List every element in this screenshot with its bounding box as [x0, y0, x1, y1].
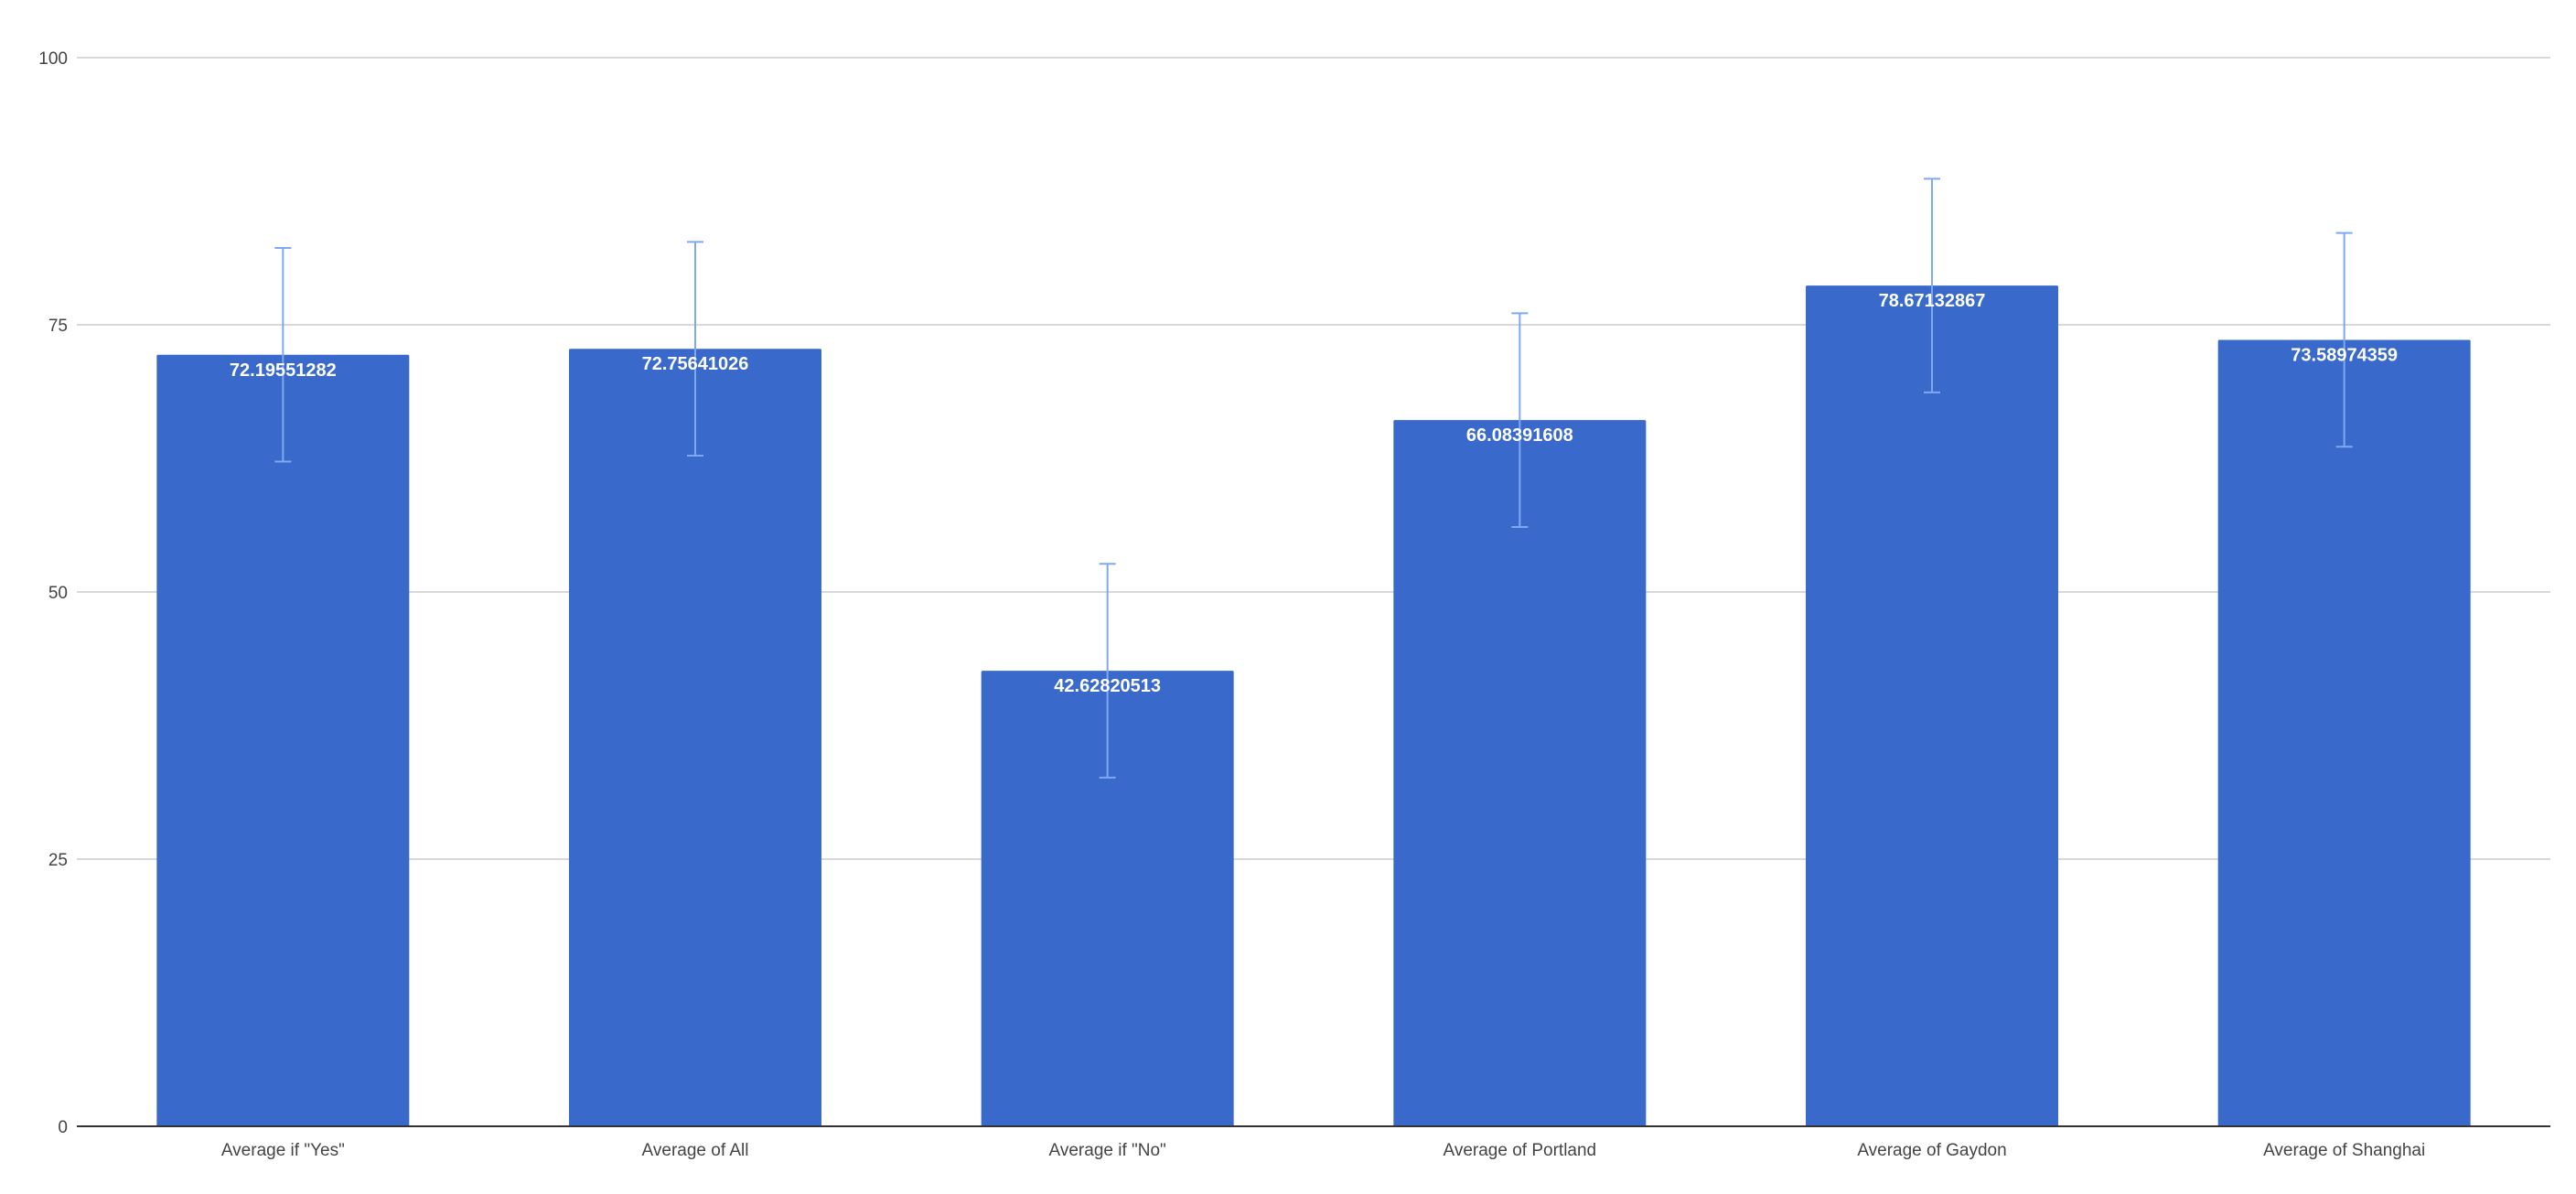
bars	[156, 285, 2471, 1126]
axes: 0 25 50 75 100 Average if "Yes" Average of All…	[38, 49, 2550, 1160]
y-tick-label: 50	[48, 584, 68, 603]
data-label: 66.08391608	[1466, 425, 1573, 446]
x-tick-label: Average of Portland	[1444, 1141, 1597, 1160]
bar	[569, 349, 821, 1126]
error-bars	[274, 177, 2353, 779]
y-tick-label: 25	[48, 851, 68, 870]
bar	[2217, 339, 2471, 1126]
gridlines	[77, 57, 2550, 860]
bar	[1806, 285, 2058, 1126]
x-tick-label: Average of Gaydon	[1857, 1141, 2006, 1160]
data-labels: 72.19551282 72.75641026 42.62820513 66.0839…	[230, 291, 2398, 696]
x-tick-label: Average if "Yes"	[221, 1141, 345, 1160]
y-tick-label: 100	[38, 49, 68, 69]
bar	[981, 671, 1234, 1126]
data-label: 42.62820513	[1054, 676, 1161, 696]
y-tick-label: 75	[48, 317, 68, 336]
y-tick-label: 0	[58, 1118, 68, 1137]
data-label: 78.67132867	[1879, 291, 1986, 311]
x-tick-label: Average if "No"	[1049, 1141, 1166, 1160]
bar	[1393, 420, 1647, 1126]
x-tick-label: Average of Shanghai	[2263, 1141, 2425, 1160]
data-label: 73.58974359	[2291, 345, 2398, 365]
x-tick-label: Average of All	[642, 1141, 749, 1160]
bar	[156, 354, 410, 1126]
data-label: 72.75641026	[642, 354, 749, 374]
data-label: 72.19551282	[230, 360, 337, 381]
